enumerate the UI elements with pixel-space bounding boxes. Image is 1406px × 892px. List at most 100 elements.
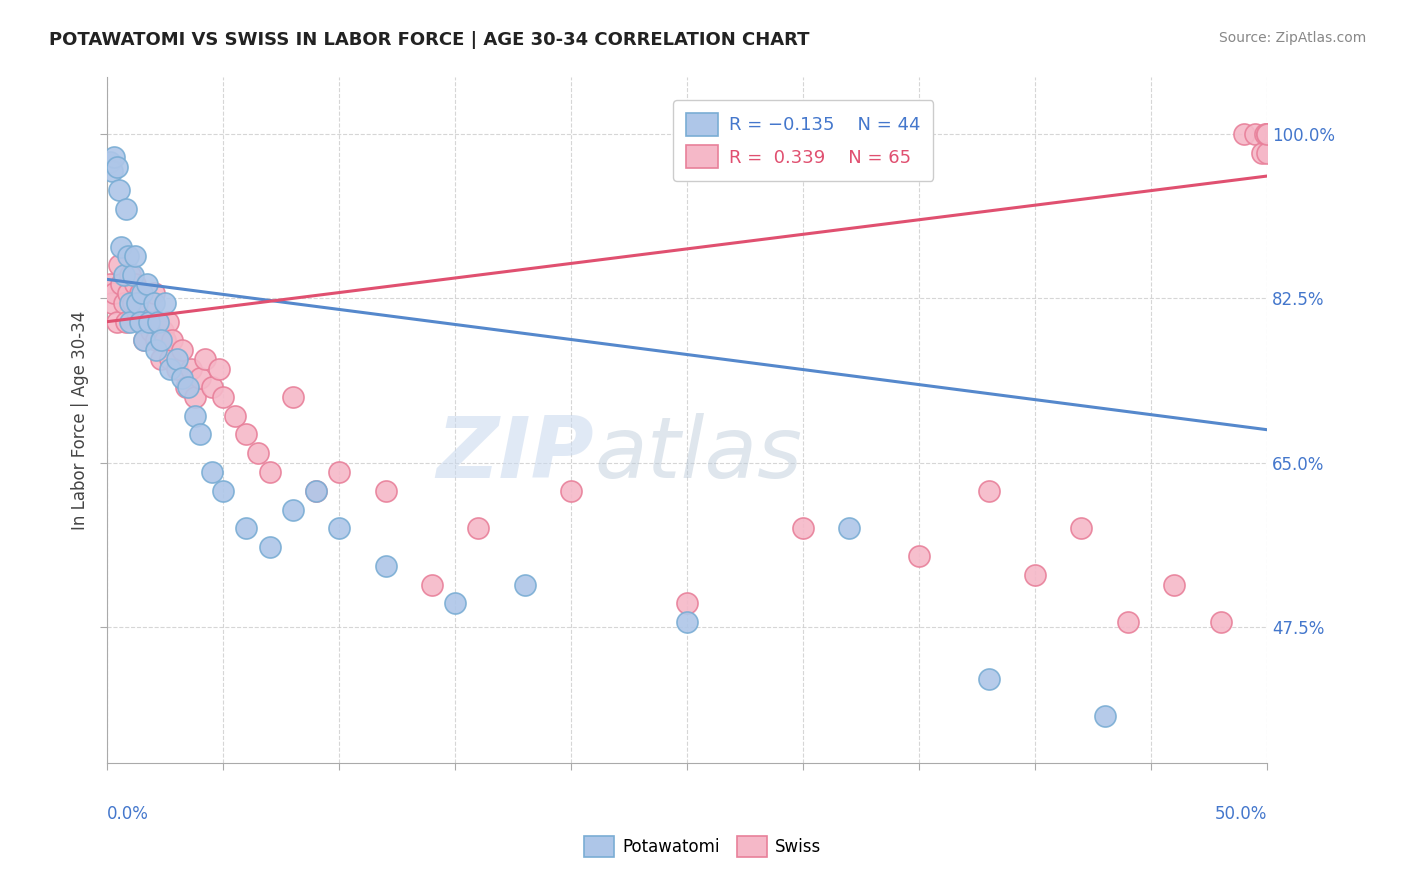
Point <box>115 315 138 329</box>
Point <box>1116 615 1139 630</box>
Text: atlas: atlas <box>595 413 803 496</box>
Point <box>152 324 174 338</box>
Point <box>194 352 217 367</box>
Point <box>110 239 132 253</box>
Point <box>101 296 124 310</box>
Point <box>235 521 257 535</box>
Point <box>105 160 128 174</box>
Point <box>108 258 131 272</box>
Point <box>117 249 139 263</box>
Point <box>247 446 270 460</box>
Point <box>184 409 207 423</box>
Point <box>235 427 257 442</box>
Point <box>127 305 149 319</box>
Point <box>259 465 281 479</box>
Point <box>124 249 146 263</box>
Point <box>155 296 177 310</box>
Point <box>170 371 193 385</box>
Point <box>148 315 170 329</box>
Text: Source: ZipAtlas.com: Source: ZipAtlas.com <box>1219 31 1367 45</box>
Point <box>145 343 167 357</box>
Point <box>792 521 814 535</box>
Point <box>155 334 177 348</box>
Point <box>201 380 224 394</box>
Point <box>1244 127 1267 141</box>
Point <box>560 483 582 498</box>
Point <box>1233 127 1256 141</box>
Point <box>212 390 235 404</box>
Text: ZIP: ZIP <box>437 413 595 496</box>
Point <box>676 597 699 611</box>
Point <box>105 315 128 329</box>
Point <box>124 277 146 291</box>
Point <box>1209 615 1232 630</box>
Point <box>1163 577 1185 591</box>
Text: POTAWATOMI VS SWISS IN LABOR FORCE | AGE 30-34 CORRELATION CHART: POTAWATOMI VS SWISS IN LABOR FORCE | AGE… <box>49 31 810 49</box>
Point <box>1253 127 1275 141</box>
Point <box>115 202 138 216</box>
Point <box>281 502 304 516</box>
Point <box>142 296 165 310</box>
Point <box>120 268 142 282</box>
Point <box>156 315 179 329</box>
Point <box>138 315 160 329</box>
Point <box>138 315 160 329</box>
Point <box>128 315 150 329</box>
Point <box>112 268 135 282</box>
Point <box>838 521 860 535</box>
Point <box>120 315 142 329</box>
Point <box>98 155 121 169</box>
Text: 50.0%: 50.0% <box>1215 805 1267 823</box>
Point <box>224 409 246 423</box>
Point <box>177 380 200 394</box>
Point <box>420 577 443 591</box>
Point <box>127 296 149 310</box>
Point <box>117 286 139 301</box>
Point <box>444 597 467 611</box>
Point <box>141 324 163 338</box>
Point <box>212 483 235 498</box>
Point <box>1256 127 1278 141</box>
Point <box>328 521 350 535</box>
Point <box>977 483 1000 498</box>
Point <box>305 483 328 498</box>
Point <box>128 286 150 301</box>
Point <box>145 334 167 348</box>
Point <box>159 352 181 367</box>
Text: 0.0%: 0.0% <box>107 805 149 823</box>
Point <box>103 286 125 301</box>
Point <box>467 521 489 535</box>
Legend: R = −0.135    N = 44, R =  0.339    N = 65: R = −0.135 N = 44, R = 0.339 N = 65 <box>673 100 934 181</box>
Point <box>142 286 165 301</box>
Point <box>148 315 170 329</box>
Point <box>134 334 156 348</box>
Point <box>159 361 181 376</box>
Point <box>188 371 211 385</box>
Point <box>908 549 931 564</box>
Y-axis label: In Labor Force | Age 30-34: In Labor Force | Age 30-34 <box>72 310 89 530</box>
Point <box>305 483 328 498</box>
Point <box>977 672 1000 686</box>
Point <box>131 315 153 329</box>
Point <box>108 183 131 197</box>
Point <box>281 390 304 404</box>
Point <box>1070 521 1092 535</box>
Point <box>174 380 197 394</box>
Point <box>110 277 132 291</box>
Point <box>112 296 135 310</box>
Point <box>188 427 211 442</box>
Point <box>676 615 699 630</box>
Point <box>170 343 193 357</box>
Point <box>1024 568 1046 582</box>
Point <box>98 277 121 291</box>
Point <box>1256 145 1278 160</box>
Point <box>131 286 153 301</box>
Point <box>166 352 188 367</box>
Point <box>149 334 172 348</box>
Point <box>160 334 183 348</box>
Point <box>101 164 124 178</box>
Point <box>1251 145 1274 160</box>
Point <box>121 296 143 310</box>
Point <box>135 277 157 291</box>
Point <box>374 483 396 498</box>
